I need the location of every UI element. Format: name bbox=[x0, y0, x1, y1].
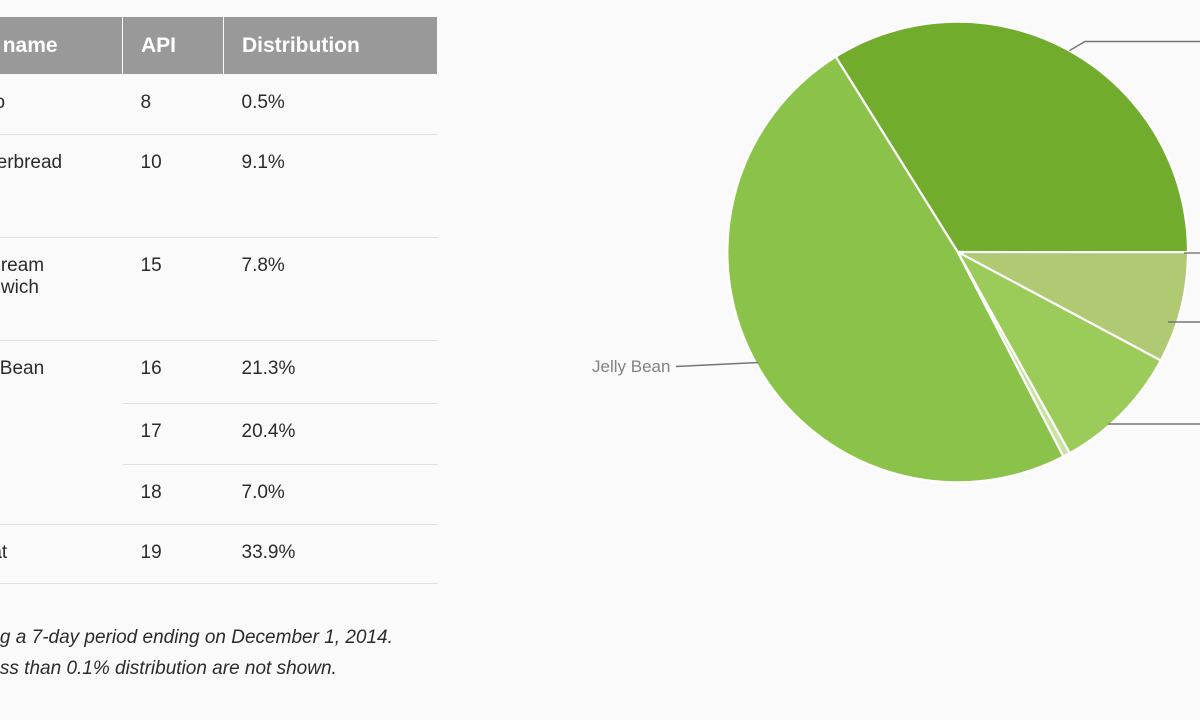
svg-text:Jelly Bean: Jelly Bean bbox=[592, 357, 670, 376]
